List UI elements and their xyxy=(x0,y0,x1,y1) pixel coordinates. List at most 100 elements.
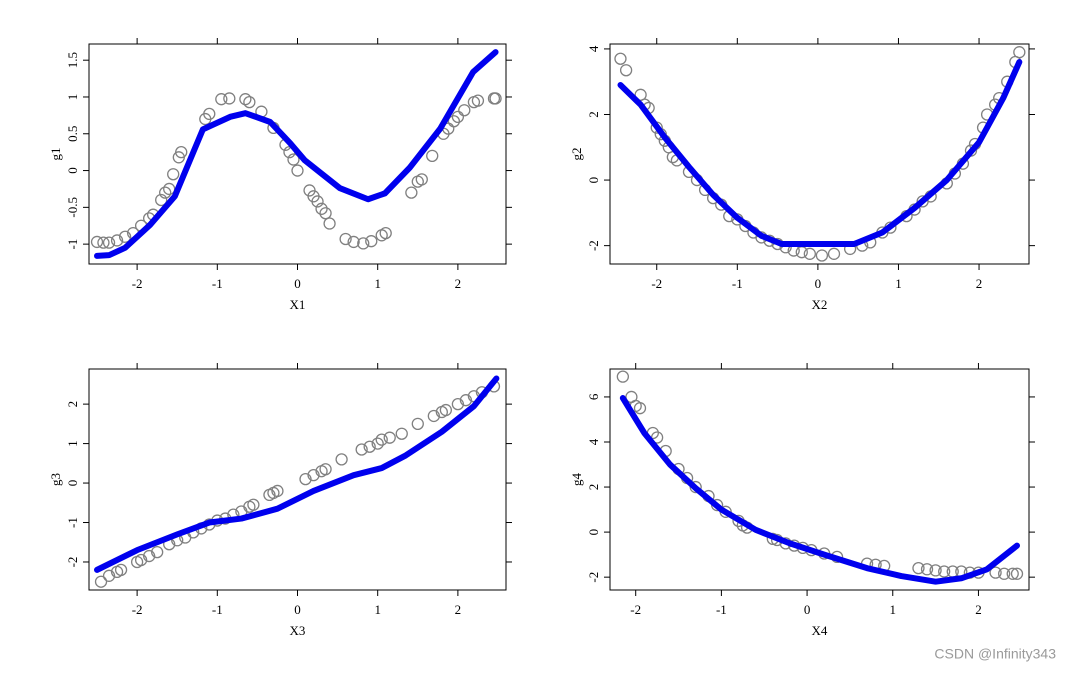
data-point xyxy=(223,92,236,105)
x-tick-label: 0 xyxy=(815,276,822,291)
panel: -2 -1 0 1 2 -1 -0.5 0 0.5 1 1.5 X1 g1 xyxy=(48,38,512,312)
y-tick-label: 1 xyxy=(65,94,80,101)
data-point xyxy=(287,153,300,166)
data-point xyxy=(110,234,124,247)
y-tick-label: 0 xyxy=(586,529,601,536)
data-point xyxy=(827,247,841,260)
data-point xyxy=(307,469,320,482)
data-point xyxy=(371,437,384,450)
data-point xyxy=(319,463,332,476)
x-tick-label: 2 xyxy=(976,276,983,291)
x-tick-label: -2 xyxy=(630,602,641,617)
data-point xyxy=(247,498,260,511)
x-axis-label: X2 xyxy=(812,297,828,312)
x-tick-label: 0 xyxy=(294,602,301,617)
data-point xyxy=(489,92,502,105)
y-tick-label: 2 xyxy=(65,401,80,408)
plot-frame xyxy=(609,43,1030,265)
x-tick-label: 1 xyxy=(374,276,381,291)
data-point xyxy=(167,168,180,181)
x-axis-label: X1 xyxy=(290,297,306,312)
data-point xyxy=(299,472,312,486)
data-point xyxy=(458,104,471,117)
data-point xyxy=(451,110,465,123)
data-point xyxy=(97,236,110,249)
data-point xyxy=(616,370,630,383)
y-tick-label: 0 xyxy=(65,480,80,487)
data-point xyxy=(155,193,168,207)
x-tick-label: -1 xyxy=(716,602,727,617)
y-tick-label: -1 xyxy=(65,239,80,250)
x-tick-label: 0 xyxy=(804,602,811,617)
data-point xyxy=(203,107,216,121)
data-point xyxy=(415,173,428,186)
data-point xyxy=(319,207,332,220)
y-tick-label: 4 xyxy=(586,438,601,445)
data-point xyxy=(411,417,424,431)
x-tick-label: -2 xyxy=(651,276,662,291)
data-point xyxy=(243,95,256,109)
x-tick-label: 1 xyxy=(895,276,902,291)
data-point xyxy=(315,202,328,215)
data-point xyxy=(114,563,128,577)
x-tick-label: 2 xyxy=(455,602,462,617)
data-point xyxy=(998,567,1011,580)
data-point xyxy=(383,431,396,444)
y-tick-label: 6 xyxy=(586,393,601,400)
data-point xyxy=(375,433,388,446)
x-axis-label: X3 xyxy=(290,623,306,638)
data-point xyxy=(94,575,108,588)
x-tick-label: -1 xyxy=(212,276,223,291)
y-axis-label: g2 xyxy=(569,148,584,161)
x-tick-label: 0 xyxy=(294,276,301,291)
data-point xyxy=(347,235,360,249)
data-point xyxy=(363,440,376,453)
data-point xyxy=(355,443,368,456)
plot-frame xyxy=(609,368,1030,591)
watermark: CSDN @Infinity343 xyxy=(934,646,1056,662)
x-tick-label: -2 xyxy=(132,602,143,617)
data-point xyxy=(239,93,252,106)
data-point xyxy=(323,217,336,230)
data-point xyxy=(271,484,284,498)
y-tick-label: -1 xyxy=(65,517,80,528)
y-tick-label: -2 xyxy=(586,572,601,583)
data-point xyxy=(151,545,164,559)
data-point xyxy=(102,569,116,582)
data-point xyxy=(803,247,816,260)
data-point xyxy=(379,226,392,240)
x-tick-label: -2 xyxy=(132,276,143,291)
fit-line xyxy=(94,375,500,573)
data-point xyxy=(451,397,465,411)
data-point xyxy=(395,427,408,440)
data-point xyxy=(1013,46,1026,59)
x-tick-label: 2 xyxy=(975,602,982,617)
panel: -2 -1 0 1 2 -2 0 2 4 X2 g2 xyxy=(569,38,1035,312)
y-tick-label: 4 xyxy=(586,45,601,52)
data-point xyxy=(633,402,647,415)
fit-line xyxy=(617,59,1023,247)
y-tick-label: -2 xyxy=(65,557,80,568)
data-point xyxy=(920,563,934,576)
data-point xyxy=(311,195,324,208)
y-axis-label: g1 xyxy=(48,148,63,161)
y-tick-label: -2 xyxy=(586,240,601,251)
panel: -2 -1 0 1 2 -2 -1 0 1 2 X3 g3 xyxy=(48,363,512,638)
y-tick-label: 0 xyxy=(586,177,601,184)
data-point xyxy=(175,146,188,159)
data-point xyxy=(1010,567,1024,580)
fit-line xyxy=(94,49,499,259)
data-point xyxy=(365,235,378,248)
data-point xyxy=(405,186,418,199)
data-point xyxy=(815,249,829,262)
x-tick-label: -1 xyxy=(732,276,743,291)
data-point xyxy=(159,186,172,199)
data-point xyxy=(90,235,104,249)
x-tick-label: 1 xyxy=(374,602,381,617)
x-tick-label: -1 xyxy=(212,602,223,617)
data-point xyxy=(439,403,453,417)
data-point xyxy=(118,230,132,243)
y-tick-label: 1 xyxy=(65,440,80,447)
data-point xyxy=(614,52,627,65)
